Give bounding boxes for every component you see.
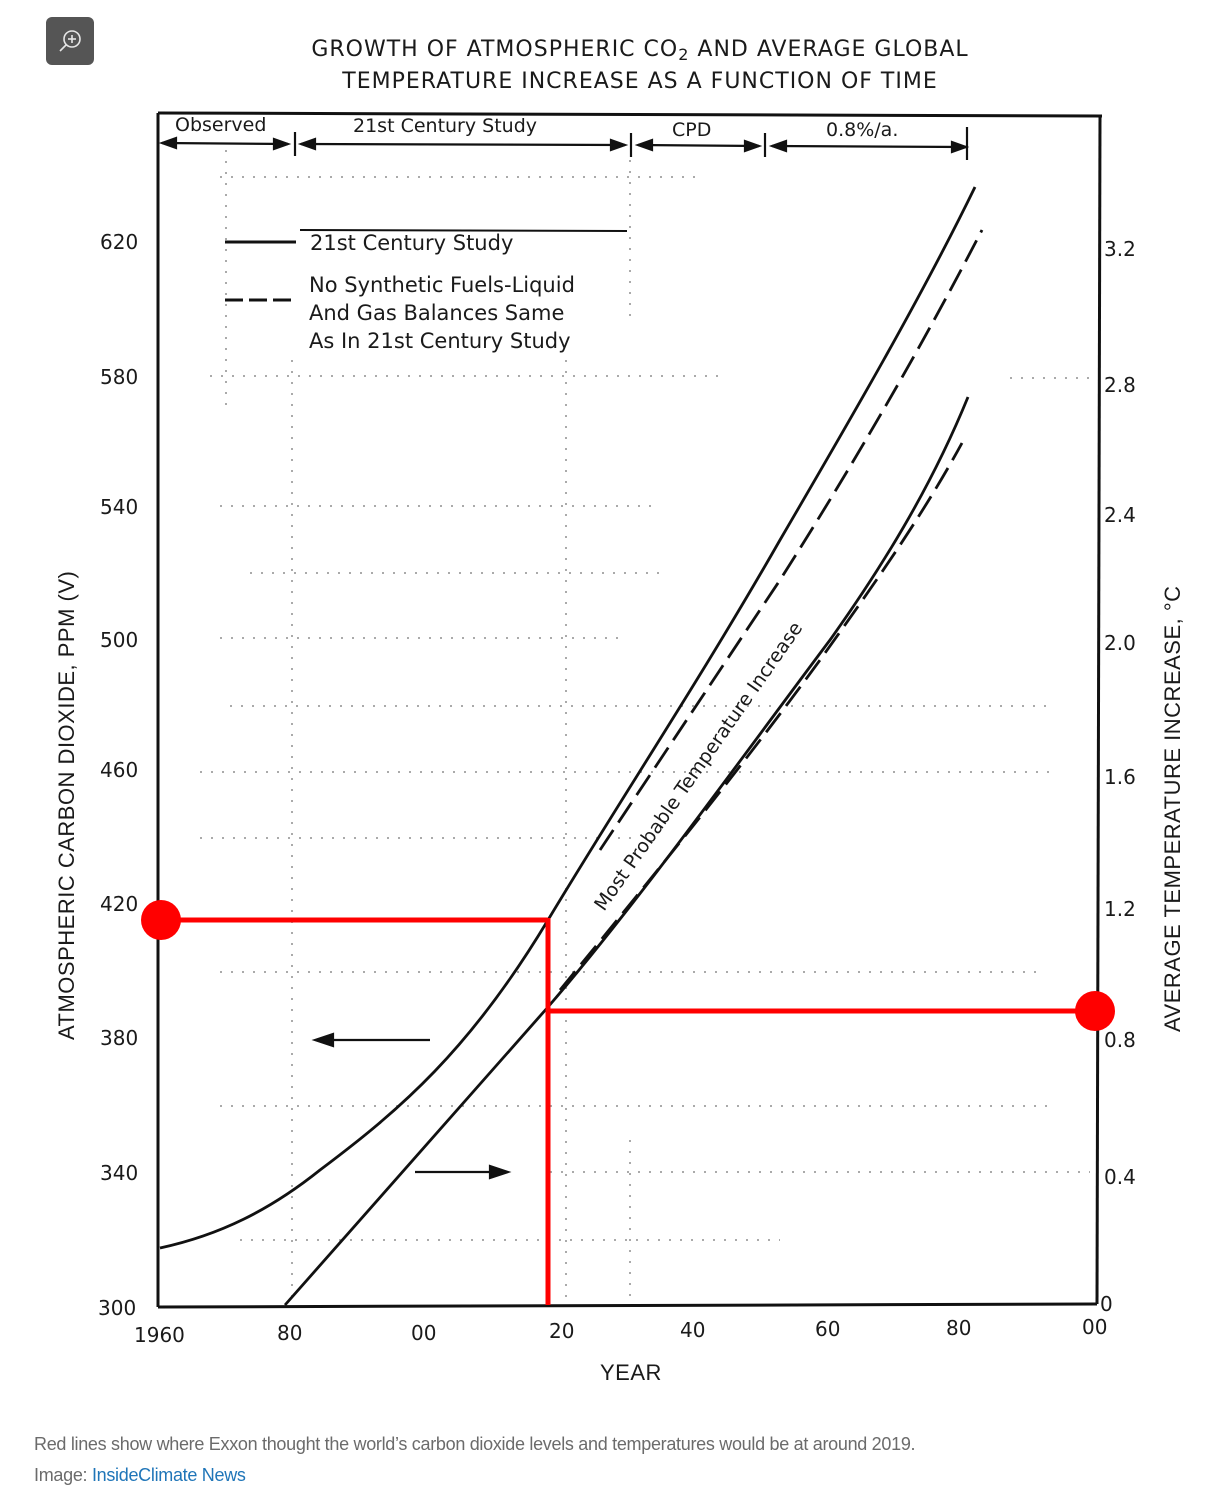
period-cpd: CPD <box>672 119 711 141</box>
temperature-dashed-curve <box>558 442 964 991</box>
tick-540: 540 <box>100 495 138 519</box>
x-axis-ticks: 1960 80 00 20 40 60 80 00 <box>134 1315 1107 1347</box>
tick-580: 580 <box>100 365 138 389</box>
tick-2-4: 2.4 <box>1104 503 1136 527</box>
image-credit: Image: InsideClimate News <box>34 1465 246 1486</box>
tick-500: 500 <box>100 628 138 652</box>
tick-2020: 20 <box>549 1319 574 1343</box>
tick-380: 380 <box>100 1026 138 1050</box>
legend-dashed-label-3: As In 21st Century Study <box>309 329 571 353</box>
right-axis-ticks: 3.2 2.8 2.4 2.0 1.6 1.2 0.8 0.4 0 <box>1100 237 1136 1316</box>
tick-0: 0 <box>1100 1292 1113 1316</box>
tick-2100: 00 <box>1082 1315 1107 1339</box>
title-subscript: 2 <box>678 45 690 64</box>
tick-1980: 80 <box>277 1321 302 1345</box>
legend-dashed-label-2: And Gas Balances Same <box>309 301 564 325</box>
tick-2-0: 2.0 <box>1104 631 1136 655</box>
co2-solid-curve <box>159 186 977 1250</box>
most-probable-annotation: Most Probable Temperature Increase <box>590 618 807 915</box>
period-observed: Observed <box>175 114 266 136</box>
tick-1-6: 1.6 <box>1104 765 1136 789</box>
tick-340: 340 <box>100 1161 138 1185</box>
tick-2000: 00 <box>411 1321 436 1345</box>
tick-1960: 1960 <box>134 1323 185 1347</box>
co2-dashed-curve <box>598 229 984 851</box>
legend-solid-label: 21st Century Study <box>310 231 513 255</box>
arrow-to-right-axis <box>415 1164 512 1180</box>
tick-0-8: 0.8 <box>1104 1028 1136 1052</box>
tick-0-4: 0.4 <box>1104 1165 1136 1189</box>
tick-3-2: 3.2 <box>1104 237 1136 261</box>
red-co2-marker <box>141 900 181 940</box>
y-axis-label-right: AVERAGE TEMPERATURE INCREASE, °C <box>1160 585 1185 1032</box>
period-21st-century-study: 21st Century Study <box>353 115 537 137</box>
title-line1: GROWTH OF ATMOSPHERIC CO <box>311 37 679 62</box>
zoom-image-button[interactable] <box>46 17 94 65</box>
legend-dashed-label-1: No Synthetic Fuels-Liquid <box>309 273 575 297</box>
tick-1-2: 1.2 <box>1104 897 1136 921</box>
tick-300: 300 <box>98 1296 136 1320</box>
credit-prefix: Image: <box>34 1465 92 1485</box>
period-0-8-percent: 0.8%/a. <box>826 119 898 141</box>
y-axis-label-left: ATMOSPHERIC CARBON DIOXIDE, PPM (V) <box>54 571 79 1040</box>
zoom-in-icon <box>59 30 81 52</box>
tick-420: 420 <box>100 892 138 916</box>
red-highlight <box>141 900 1115 1305</box>
x-axis-label: YEAR <box>600 1360 662 1385</box>
red-temperature-marker <box>1075 991 1115 1031</box>
chart-title: GROWTH OF ATMOSPHERIC CO2 AND AVERAGE GL… <box>200 36 1080 95</box>
scan-dot-gridlines <box>200 150 1090 1300</box>
credit-link[interactable]: InsideClimate News <box>91 1465 246 1485</box>
title-line2: TEMPERATURE INCREASE AS A FUNCTION OF TI… <box>342 69 938 94</box>
legend-top-rule <box>299 229 628 232</box>
period-bands <box>158 127 970 160</box>
tick-2-8: 2.8 <box>1104 373 1136 397</box>
tick-2080: 80 <box>946 1316 971 1340</box>
legend: 21st Century Study No Synthetic Fuels-Li… <box>225 229 628 353</box>
title-line1-end: AND AVERAGE GLOBAL <box>689 37 969 62</box>
tick-2040: 40 <box>680 1318 705 1342</box>
left-axis-ticks: 620 580 540 500 460 420 380 340 300 <box>98 230 138 1320</box>
tick-460: 460 <box>100 758 138 782</box>
plot-frame <box>156 111 1103 1309</box>
tick-620: 620 <box>100 230 138 254</box>
figure-caption: Red lines show where Exxon thought the w… <box>34 1434 916 1454</box>
arrow-to-left-axis <box>311 1032 430 1048</box>
tick-2060: 60 <box>815 1317 840 1341</box>
chart-canvas: Observed 21st Century Study CPD 0.8%/a. … <box>54 111 1185 1385</box>
